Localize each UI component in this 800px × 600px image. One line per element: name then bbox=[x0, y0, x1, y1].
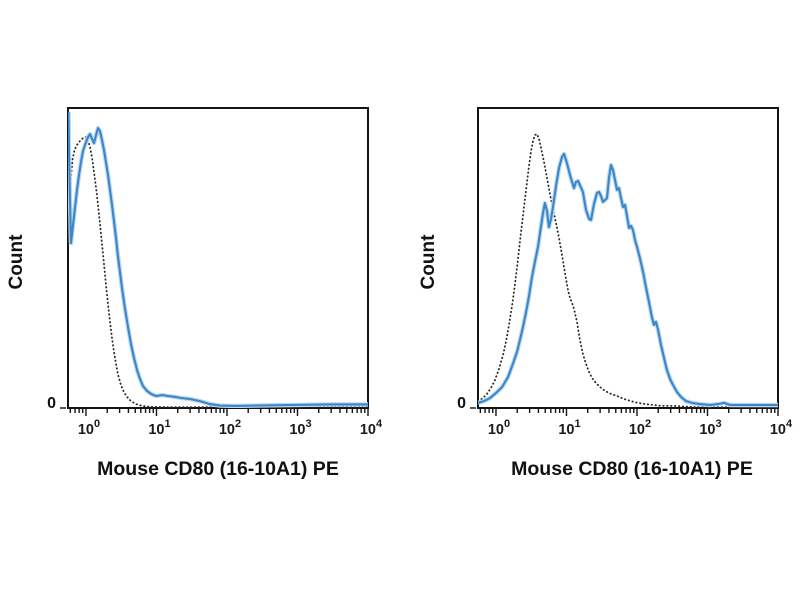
y-axis-label-right: Count bbox=[418, 234, 439, 290]
x-tick-label-10e4: 104 bbox=[770, 418, 793, 438]
dotted-black-control-curve bbox=[478, 133, 778, 408]
y-tick-label-zero-right: 0 bbox=[457, 395, 466, 412]
curves bbox=[68, 111, 368, 408]
x-tick-label-10e1: 101 bbox=[148, 418, 170, 438]
solid-blue-stained-curve bbox=[68, 111, 368, 407]
y-axis-label-left: Count bbox=[6, 234, 27, 290]
plot-area bbox=[67, 107, 369, 409]
x-tick-label-10e2: 102 bbox=[629, 418, 651, 438]
x-axis-label-right: Mouse CD80 (16-10A1) PE bbox=[511, 458, 753, 480]
y-tick-label-zero-left: 0 bbox=[47, 395, 56, 412]
flow-histogram-panel-left: 100 101 102 103 104 bbox=[60, 107, 383, 438]
x-axis-ticks bbox=[60, 407, 369, 416]
flow-histogram-panel-right: 100 101 102 103 104 bbox=[470, 107, 793, 438]
plot-area bbox=[477, 107, 779, 409]
x-tick-label-10e1: 101 bbox=[558, 418, 580, 438]
x-tick-label-10e0: 100 bbox=[488, 418, 510, 438]
x-tick-label-10e2: 102 bbox=[219, 418, 241, 438]
solid-blue-stained-curve bbox=[478, 152, 778, 407]
x-axis-label-left: Mouse CD80 (16-10A1) PE bbox=[97, 458, 339, 480]
x-tick-label-10e0: 100 bbox=[78, 418, 100, 438]
dotted-black-control-curve bbox=[68, 136, 368, 408]
x-tick-label-10e4: 104 bbox=[360, 418, 383, 438]
curves bbox=[478, 133, 778, 408]
x-axis-ticks bbox=[470, 407, 779, 416]
x-tick-label-10e3: 103 bbox=[699, 418, 721, 438]
x-tick-label-10e3: 103 bbox=[289, 418, 311, 438]
